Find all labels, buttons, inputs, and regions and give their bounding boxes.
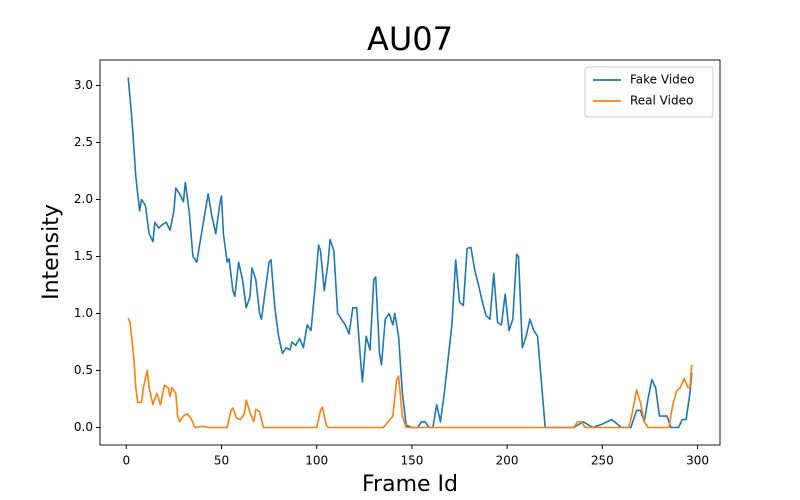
x-tick-label: 200 xyxy=(496,454,519,468)
legend-label: Fake Video xyxy=(630,73,695,87)
x-tick-label: 50 xyxy=(214,454,229,468)
x-tick-label: 100 xyxy=(305,454,328,468)
x-tick-label: 250 xyxy=(591,454,614,468)
data-line xyxy=(127,77,693,429)
plot-frame xyxy=(99,59,721,446)
x-axis-label: Frame Id xyxy=(362,472,458,497)
y-tick-label: 1.5 xyxy=(74,249,93,263)
y-axis-label: Intensity xyxy=(39,204,64,300)
x-tick-label: 300 xyxy=(686,454,709,468)
x-tick-label: 0 xyxy=(122,454,130,468)
chart-title: AU07 xyxy=(367,20,453,58)
legend-label: Real Video xyxy=(630,94,693,108)
y-tick-label: 2.0 xyxy=(74,192,93,206)
y-tick-label: 2.5 xyxy=(74,135,93,149)
y-tick-label: 0.0 xyxy=(74,420,93,434)
x-tick-label: 150 xyxy=(400,454,423,468)
y-tick-label: 0.5 xyxy=(74,363,93,377)
y-tick-label: 1.0 xyxy=(74,306,93,320)
y-tick-label: 3.0 xyxy=(74,78,93,92)
data-line xyxy=(127,317,693,429)
